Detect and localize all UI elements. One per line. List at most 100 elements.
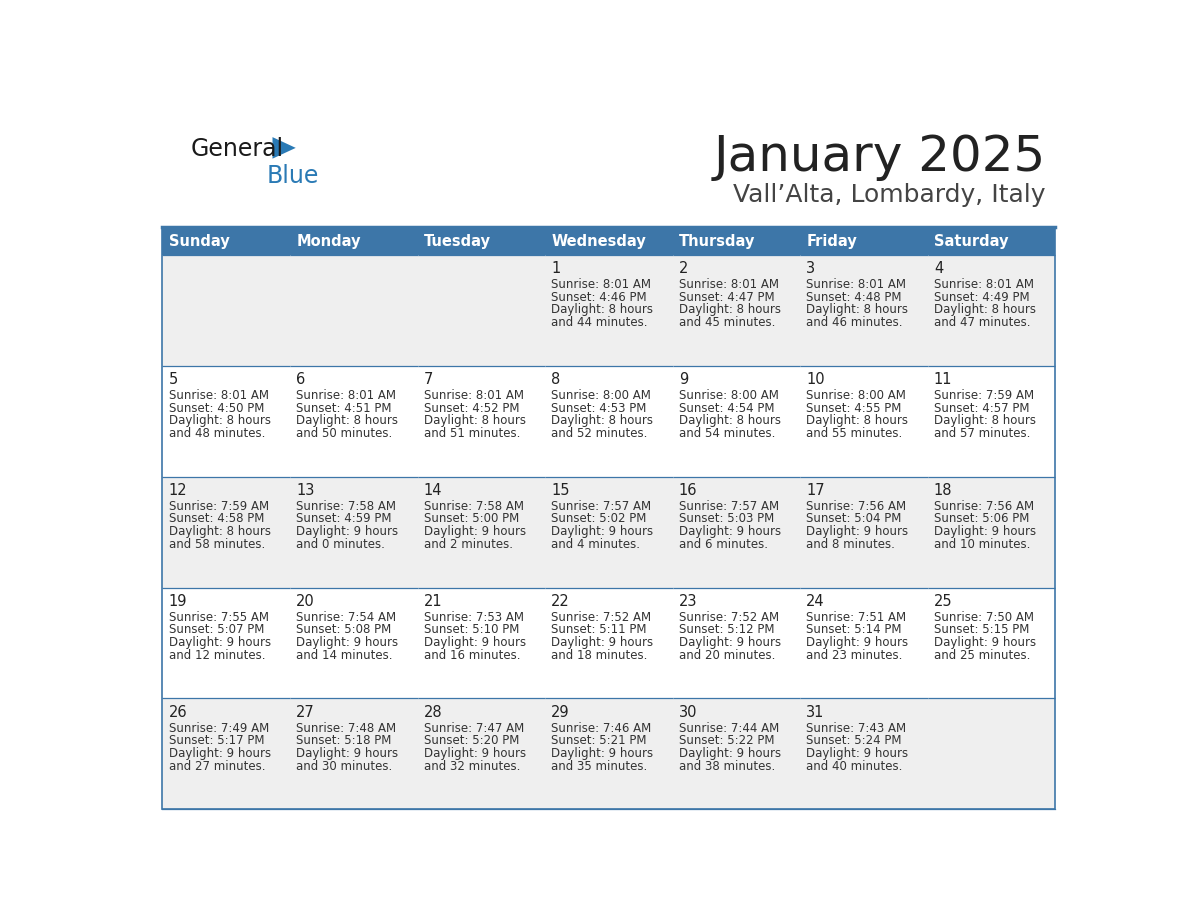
Text: Daylight: 9 hours: Daylight: 9 hours	[424, 636, 526, 649]
Text: Sunset: 4:59 PM: Sunset: 4:59 PM	[296, 512, 392, 525]
Text: Sunset: 5:02 PM: Sunset: 5:02 PM	[551, 512, 646, 525]
Text: Sunset: 5:15 PM: Sunset: 5:15 PM	[934, 623, 1029, 636]
Text: Daylight: 9 hours: Daylight: 9 hours	[424, 525, 526, 538]
Text: Sunrise: 7:51 AM: Sunrise: 7:51 AM	[807, 610, 906, 623]
Text: Sunset: 4:58 PM: Sunset: 4:58 PM	[169, 512, 264, 525]
Text: Sunrise: 7:56 AM: Sunrise: 7:56 AM	[934, 499, 1034, 513]
Bar	[672, 699, 801, 810]
Text: Sunrise: 8:00 AM: Sunrise: 8:00 AM	[551, 389, 651, 402]
Bar	[672, 365, 801, 476]
Text: and 0 minutes.: and 0 minutes.	[296, 538, 385, 551]
Bar	[801, 588, 928, 699]
Text: Sunset: 4:54 PM: Sunset: 4:54 PM	[678, 401, 775, 415]
Bar	[417, 699, 545, 810]
Text: Daylight: 8 hours: Daylight: 8 hours	[807, 304, 909, 317]
Text: Sunrise: 8:01 AM: Sunrise: 8:01 AM	[169, 389, 268, 402]
Text: and 57 minutes.: and 57 minutes.	[934, 427, 1030, 440]
Text: 30: 30	[678, 705, 697, 720]
Text: and 18 minutes.: and 18 minutes.	[551, 649, 647, 662]
Text: 14: 14	[424, 483, 442, 498]
Bar	[928, 227, 1055, 255]
Text: Daylight: 9 hours: Daylight: 9 hours	[807, 747, 909, 760]
Bar	[290, 365, 417, 476]
Text: Sunrise: 7:52 AM: Sunrise: 7:52 AM	[678, 610, 779, 623]
Text: Sunrise: 8:00 AM: Sunrise: 8:00 AM	[678, 389, 778, 402]
Text: Daylight: 9 hours: Daylight: 9 hours	[296, 636, 398, 649]
Text: Daylight: 8 hours: Daylight: 8 hours	[169, 525, 271, 538]
Text: Sunrise: 8:01 AM: Sunrise: 8:01 AM	[678, 278, 779, 291]
Text: Sunset: 5:11 PM: Sunset: 5:11 PM	[551, 623, 646, 636]
Text: Daylight: 9 hours: Daylight: 9 hours	[424, 747, 526, 760]
Text: Wednesday: Wednesday	[551, 233, 646, 249]
Text: Sunrise: 7:53 AM: Sunrise: 7:53 AM	[424, 610, 524, 623]
Bar	[801, 227, 928, 255]
Bar	[417, 365, 545, 476]
Text: Thursday: Thursday	[678, 233, 756, 249]
Text: Vall’Alta, Lombardy, Italy: Vall’Alta, Lombardy, Italy	[733, 184, 1045, 207]
Text: and 54 minutes.: and 54 minutes.	[678, 427, 776, 440]
Text: Sunrise: 7:48 AM: Sunrise: 7:48 AM	[296, 722, 397, 734]
Text: and 47 minutes.: and 47 minutes.	[934, 316, 1030, 330]
Text: 2: 2	[678, 261, 688, 276]
Polygon shape	[272, 137, 296, 159]
Text: Daylight: 9 hours: Daylight: 9 hours	[934, 525, 1036, 538]
Text: Daylight: 9 hours: Daylight: 9 hours	[169, 636, 271, 649]
Text: and 2 minutes.: and 2 minutes.	[424, 538, 513, 551]
Text: Sunset: 5:10 PM: Sunset: 5:10 PM	[424, 623, 519, 636]
Bar	[672, 255, 801, 365]
Text: Sunset: 5:20 PM: Sunset: 5:20 PM	[424, 734, 519, 747]
Bar	[163, 588, 290, 699]
Bar	[417, 227, 545, 255]
Text: Daylight: 9 hours: Daylight: 9 hours	[551, 636, 653, 649]
Text: Daylight: 9 hours: Daylight: 9 hours	[678, 525, 781, 538]
Text: Sunrise: 7:50 AM: Sunrise: 7:50 AM	[934, 610, 1034, 623]
Text: and 35 minutes.: and 35 minutes.	[551, 760, 647, 773]
Text: Daylight: 8 hours: Daylight: 8 hours	[296, 414, 398, 427]
Text: Sunset: 4:52 PM: Sunset: 4:52 PM	[424, 401, 519, 415]
Text: and 51 minutes.: and 51 minutes.	[424, 427, 520, 440]
Bar	[672, 476, 801, 588]
Text: Sunset: 4:57 PM: Sunset: 4:57 PM	[934, 401, 1030, 415]
Bar	[801, 255, 928, 365]
Text: 23: 23	[678, 594, 697, 609]
Text: and 46 minutes.: and 46 minutes.	[807, 316, 903, 330]
Text: Daylight: 9 hours: Daylight: 9 hours	[169, 747, 271, 760]
Text: Saturday: Saturday	[934, 233, 1009, 249]
Bar	[163, 365, 290, 476]
Text: 9: 9	[678, 372, 688, 387]
Text: Daylight: 8 hours: Daylight: 8 hours	[934, 304, 1036, 317]
Bar	[928, 365, 1055, 476]
Text: and 27 minutes.: and 27 minutes.	[169, 760, 265, 773]
Bar	[163, 699, 290, 810]
Text: Daylight: 8 hours: Daylight: 8 hours	[807, 414, 909, 427]
Text: Sunrise: 7:54 AM: Sunrise: 7:54 AM	[296, 610, 397, 623]
Text: and 30 minutes.: and 30 minutes.	[296, 760, 392, 773]
Text: 18: 18	[934, 483, 953, 498]
Text: 16: 16	[678, 483, 697, 498]
Text: Sunset: 5:04 PM: Sunset: 5:04 PM	[807, 512, 902, 525]
Text: Daylight: 9 hours: Daylight: 9 hours	[807, 636, 909, 649]
Text: 10: 10	[807, 372, 824, 387]
Text: Daylight: 9 hours: Daylight: 9 hours	[296, 525, 398, 538]
Text: and 8 minutes.: and 8 minutes.	[807, 538, 896, 551]
Text: 11: 11	[934, 372, 953, 387]
Text: Sunset: 5:14 PM: Sunset: 5:14 PM	[807, 623, 902, 636]
Text: 29: 29	[551, 705, 570, 720]
Text: 15: 15	[551, 483, 570, 498]
Text: Sunrise: 7:52 AM: Sunrise: 7:52 AM	[551, 610, 651, 623]
Bar	[163, 227, 1055, 810]
Text: Sunrise: 7:57 AM: Sunrise: 7:57 AM	[551, 499, 651, 513]
Text: Sunday: Sunday	[169, 233, 229, 249]
Text: Sunset: 5:06 PM: Sunset: 5:06 PM	[934, 512, 1029, 525]
Text: Sunset: 4:46 PM: Sunset: 4:46 PM	[551, 291, 647, 304]
Text: Sunrise: 8:01 AM: Sunrise: 8:01 AM	[551, 278, 651, 291]
Text: Sunset: 4:49 PM: Sunset: 4:49 PM	[934, 291, 1030, 304]
Bar	[801, 699, 928, 810]
Text: Sunrise: 7:46 AM: Sunrise: 7:46 AM	[551, 722, 651, 734]
Text: 26: 26	[169, 705, 188, 720]
Text: Daylight: 9 hours: Daylight: 9 hours	[296, 747, 398, 760]
Text: Sunrise: 7:58 AM: Sunrise: 7:58 AM	[296, 499, 396, 513]
Bar	[163, 476, 290, 588]
Text: and 23 minutes.: and 23 minutes.	[807, 649, 903, 662]
Text: Daylight: 8 hours: Daylight: 8 hours	[424, 414, 526, 427]
